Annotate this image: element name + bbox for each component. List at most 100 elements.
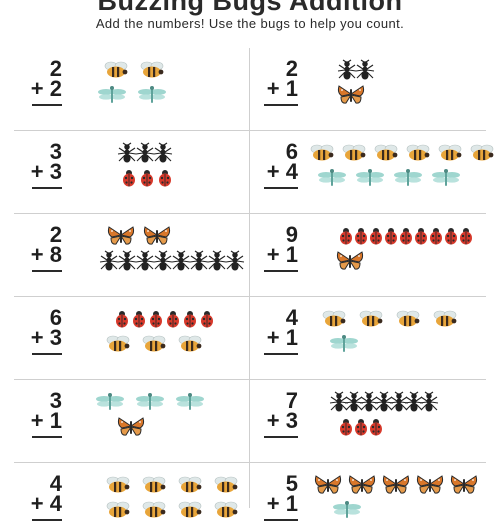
ladybug-icon	[125, 309, 153, 329]
addend-bottom: + 2	[30, 76, 62, 101]
dragonfly-icon	[138, 85, 166, 105]
bee-icon	[140, 334, 168, 354]
addend-top: 3	[49, 139, 62, 164]
addend-bottom: + 1	[266, 76, 298, 101]
bee-icon	[104, 334, 132, 354]
ladybug-icon	[151, 168, 179, 188]
addition-problem: 4 + 4	[0, 473, 62, 523]
ladybug-icon	[347, 226, 375, 246]
addend-bottom: + 1	[266, 325, 298, 350]
addend-bottom: + 1	[30, 408, 62, 433]
addend-bottom: + 4	[266, 159, 298, 184]
ant-icon	[149, 142, 177, 163]
dragonfly-icon	[394, 168, 422, 188]
bee-icon	[320, 309, 348, 329]
row-divider	[14, 296, 486, 297]
addend-top: 6	[49, 305, 62, 330]
butterfly-icon	[314, 475, 342, 495]
butterfly-icon	[382, 475, 410, 495]
answer-line	[264, 519, 298, 521]
ant-icon	[325, 391, 353, 412]
ant-icon	[355, 391, 383, 412]
column-divider	[249, 48, 250, 508]
addend-top: 5	[285, 471, 298, 496]
butterfly-icon	[117, 417, 145, 437]
addend-top: 9	[285, 222, 298, 247]
answer-line	[32, 270, 62, 272]
butterfly-icon	[348, 475, 376, 495]
bee-icon	[340, 143, 368, 163]
dragonfly-icon	[176, 392, 204, 412]
ant-icon	[370, 391, 398, 412]
addition-problem: 2 + 1	[218, 58, 298, 108]
ladybug-icon	[347, 417, 375, 437]
addition-problem: 2 + 2	[0, 58, 62, 108]
bee-icon	[140, 500, 168, 520]
bee-icon	[431, 309, 459, 329]
ladybug-icon	[332, 226, 360, 246]
addend-top: 6	[285, 139, 298, 164]
dragonfly-icon	[330, 334, 358, 354]
butterfly-icon	[143, 226, 171, 246]
ladybug-icon	[176, 309, 204, 329]
ladybug-icon	[422, 226, 450, 246]
addition-problem: 4 + 1	[218, 307, 298, 357]
answer-line	[264, 270, 298, 272]
ladybug-icon	[142, 309, 170, 329]
dragonfly-icon	[356, 168, 384, 188]
bee-icon	[102, 60, 130, 80]
ant-icon	[351, 59, 379, 80]
ant-icon	[333, 59, 361, 80]
dragonfly-icon	[318, 168, 346, 188]
butterfly-icon	[416, 475, 444, 495]
addend-top: 4	[49, 471, 62, 496]
addition-problem: 5 + 1	[218, 473, 298, 523]
ant-icon	[131, 142, 159, 163]
addend-bottom: + 1	[266, 242, 298, 267]
addend-top: 2	[49, 56, 62, 81]
bee-icon	[176, 334, 204, 354]
ladybug-icon	[362, 417, 390, 437]
answer-line	[264, 436, 298, 438]
addition-problem: 3 + 1	[0, 390, 62, 440]
row-divider	[14, 462, 486, 463]
addend-top: 7	[285, 388, 298, 413]
ladybug-icon	[377, 226, 405, 246]
ladybug-icon	[407, 226, 435, 246]
ant-icon	[340, 391, 368, 412]
addend-bottom: + 1	[266, 491, 298, 516]
answer-line	[32, 104, 62, 106]
answer-line	[264, 104, 298, 106]
ant-icon	[385, 391, 413, 412]
ladybug-icon	[193, 309, 221, 329]
answer-line	[32, 436, 62, 438]
ladybug-icon	[452, 226, 480, 246]
ant-icon	[149, 250, 177, 271]
dragonfly-icon	[96, 392, 124, 412]
addend-bottom: + 3	[30, 159, 62, 184]
row-divider	[14, 379, 486, 380]
bee-icon	[176, 475, 204, 495]
ladybug-icon	[332, 417, 360, 437]
dragonfly-icon	[333, 500, 361, 520]
bee-icon	[468, 143, 496, 163]
addend-bottom: + 4	[30, 491, 62, 516]
bee-icon	[140, 475, 168, 495]
bee-icon	[176, 500, 204, 520]
ant-icon	[221, 250, 249, 271]
addition-problem: 7 + 3	[218, 390, 298, 440]
answer-line	[32, 353, 62, 355]
ant-icon	[95, 250, 123, 271]
ant-icon	[131, 250, 159, 271]
answer-line	[264, 353, 298, 355]
ant-icon	[185, 250, 213, 271]
addend-bottom: + 3	[266, 408, 298, 433]
bee-icon	[212, 475, 240, 495]
bee-icon	[394, 309, 422, 329]
answer-line	[264, 187, 298, 189]
ladybug-icon	[133, 168, 161, 188]
addend-top: 2	[285, 56, 298, 81]
dragonfly-icon	[98, 85, 126, 105]
answer-line	[32, 187, 62, 189]
bee-icon	[436, 143, 464, 163]
